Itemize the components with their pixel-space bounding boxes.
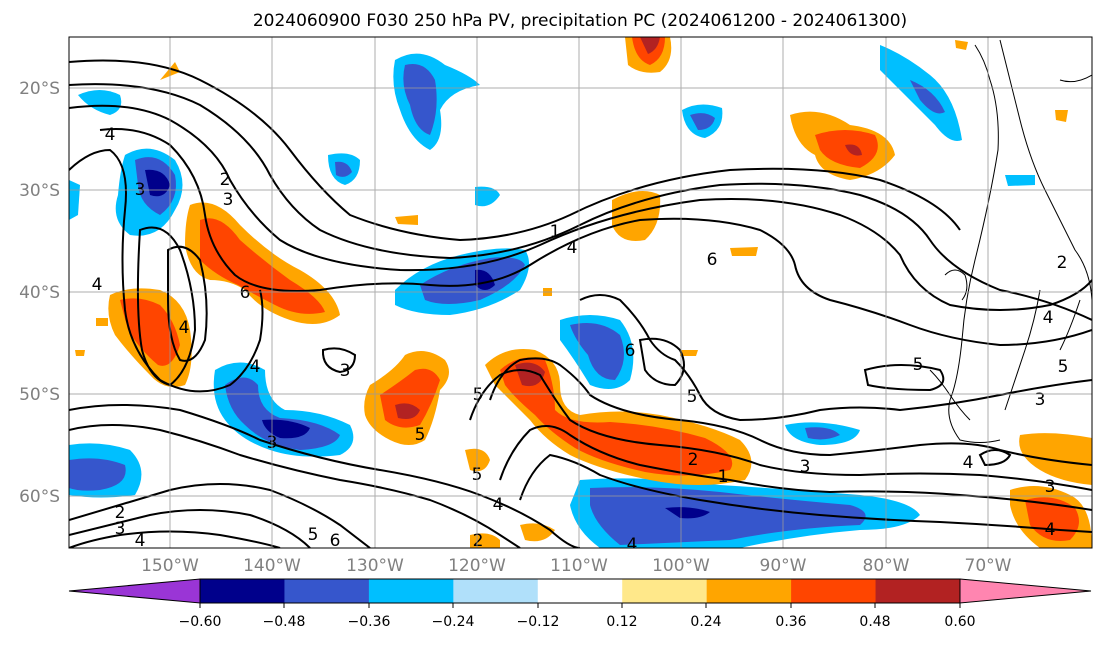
contour-label: 2 — [115, 503, 126, 523]
contour-label: 4 — [627, 535, 638, 555]
contour-label: 4 — [92, 275, 103, 295]
latitude-labels: 20°S 30°S 40°S 50°S 60°S — [19, 79, 60, 507]
lat-label: 60°S — [19, 487, 60, 507]
contour-label: 3 — [223, 190, 234, 210]
contour-labels: 2 3 4 3 4 4 6 4 1 4 6 2 4 3 5 6 5 5 5 5 — [92, 125, 1069, 555]
contour-label: 4 — [567, 238, 578, 258]
lat-label: 40°S — [19, 283, 60, 303]
contour-label: 1 — [718, 467, 729, 487]
contour-label: 4 — [179, 318, 190, 338]
colorbar-segment — [622, 579, 708, 603]
lon-label: 110°W — [550, 556, 608, 576]
lon-label: 70°W — [965, 556, 1012, 576]
colorbar-tick-label: −0.48 — [263, 614, 306, 630]
contour-label: 4 — [105, 125, 116, 145]
longitude-labels: 150°W 140°W 130°W 120°W 110°W 100°W 90°W… — [141, 556, 1012, 576]
contour-label: 6 — [330, 531, 341, 551]
lon-label: 100°W — [652, 556, 710, 576]
colorbar-segment — [368, 579, 454, 603]
colorbar-tick-label: 0.24 — [690, 614, 721, 630]
contour-label: 5 — [913, 355, 924, 375]
colorbar-segment — [706, 579, 792, 603]
contour-label: 6 — [625, 341, 636, 361]
contour-label: 2 — [1057, 253, 1068, 273]
lon-label: 130°W — [346, 556, 404, 576]
contour-label: 5 — [1058, 357, 1069, 377]
contour-label: 2 — [220, 170, 231, 190]
contour-label: 4 — [250, 357, 261, 377]
colorbar-segment — [200, 579, 285, 603]
lat-label: 20°S — [19, 79, 60, 99]
contour-label: 4 — [963, 453, 974, 473]
colorbar-tick-label: −0.36 — [348, 614, 391, 630]
contour-label: 3 — [800, 457, 811, 477]
lon-label: 90°W — [760, 556, 807, 576]
contour-label: 1 — [550, 222, 561, 242]
contour-label: 5 — [473, 385, 484, 405]
contour-label: 5 — [687, 387, 698, 407]
colorbar-segment — [284, 579, 370, 603]
contour-label: 3 — [1045, 477, 1056, 497]
lat-label: 30°S — [19, 181, 60, 201]
graticule — [69, 37, 1092, 548]
colorbar-segment — [537, 579, 623, 603]
colorbar-tick-label: 0.12 — [606, 614, 637, 630]
colorbar-segments — [69, 578, 1091, 604]
lon-label: 80°W — [863, 556, 910, 576]
colorbar-segment — [453, 579, 539, 603]
contour-label: 6 — [240, 283, 251, 303]
contour-label: 3 — [1035, 390, 1046, 410]
colorbar-ticks — [199, 603, 961, 608]
contour-label: 3 — [115, 519, 126, 539]
map-title: 2024060900 F030 250 hPa PV, precipitatio… — [253, 11, 907, 31]
contour-label: 2 — [473, 531, 484, 551]
colorbar-tick-labels: −0.60 −0.48 −0.36 −0.24 −0.12 0.12 0.24 … — [179, 614, 976, 630]
colorbar-tick-label: −0.12 — [517, 614, 560, 630]
map-panel: 2 3 4 3 4 4 6 4 1 4 6 2 4 3 5 6 5 5 5 5 — [68, 36, 1093, 555]
colorbar-tick-label: 0.48 — [859, 614, 890, 630]
lon-label: 120°W — [448, 556, 506, 576]
colorbar-extend-low — [69, 579, 200, 603]
pv-contours — [69, 59, 1092, 548]
colorbar-extend-high — [960, 579, 1091, 603]
lon-label: 140°W — [243, 556, 301, 576]
colorbar-tick-label: 0.36 — [775, 614, 806, 630]
contour-label: 5 — [308, 525, 319, 545]
colorbar-tick-label: 0.60 — [944, 614, 975, 630]
contour-label: 3 — [340, 361, 351, 381]
contour-label: 5 — [415, 425, 426, 445]
contour-label: 4 — [135, 531, 146, 551]
colorbar: −0.60 −0.48 −0.36 −0.24 −0.12 0.12 0.24 … — [68, 578, 1092, 630]
colorbar-tick-label: −0.60 — [179, 614, 222, 630]
lat-label: 50°S — [19, 385, 60, 405]
colorbar-tick-label: −0.24 — [432, 614, 475, 630]
colorbar-segment — [875, 579, 961, 603]
lon-label: 150°W — [141, 556, 199, 576]
contour-label: 4 — [1045, 520, 1056, 540]
contour-label: 6 — [707, 250, 718, 270]
contour-label: 4 — [493, 495, 504, 515]
colorbar-segment — [791, 579, 877, 603]
contour-label: 4 — [1043, 308, 1054, 328]
contour-label: 2 — [688, 450, 699, 470]
